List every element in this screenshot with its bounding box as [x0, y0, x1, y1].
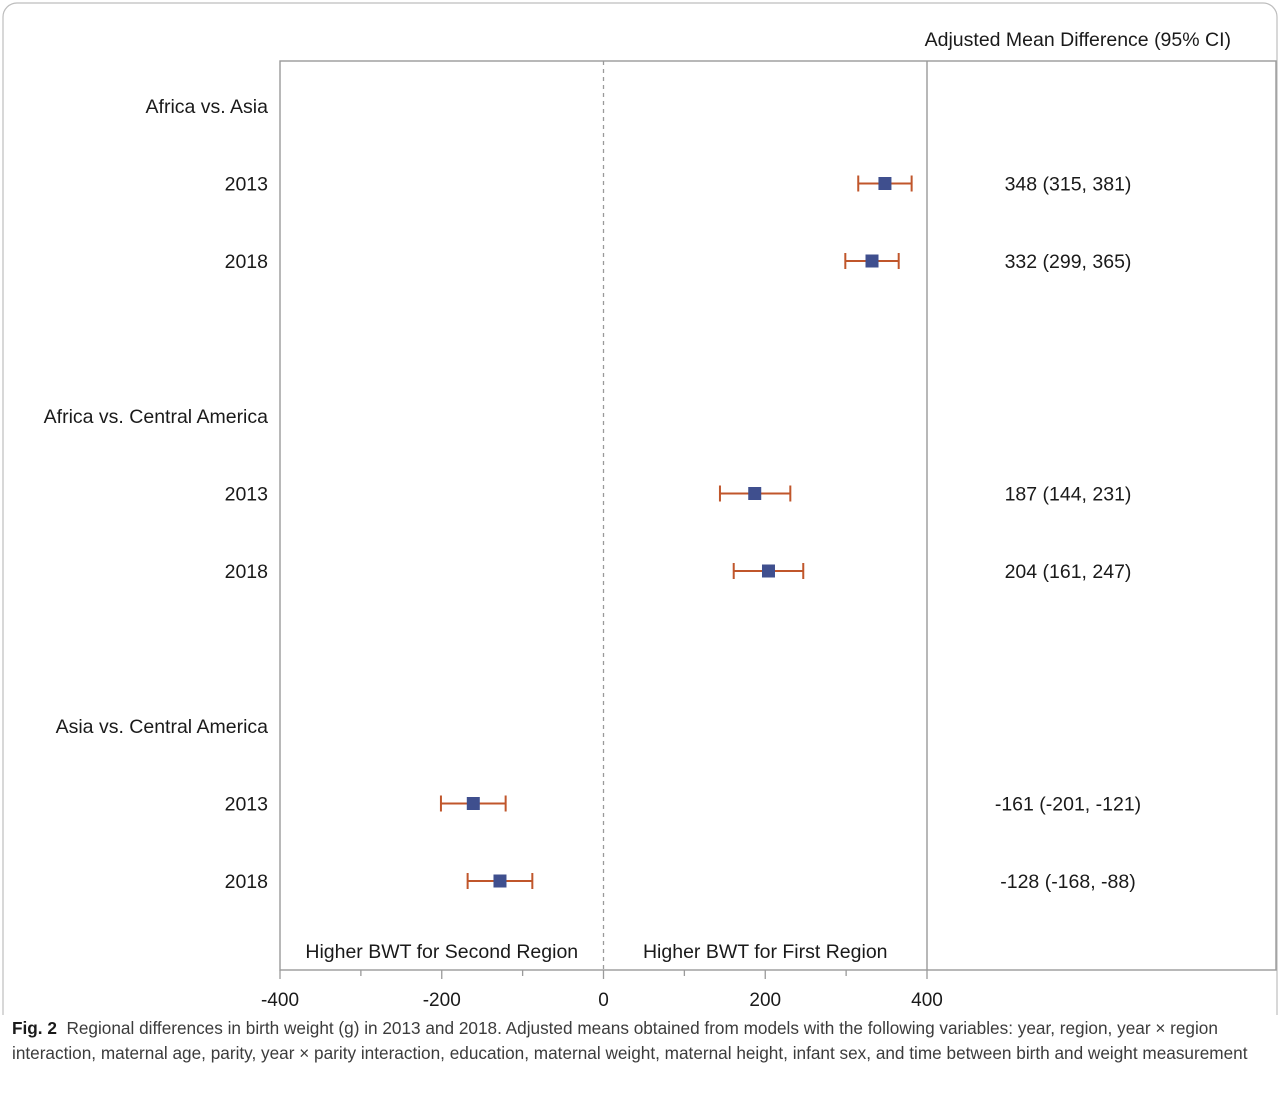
x-tick-label: -400 [261, 990, 299, 1011]
caption-text: Regional differences in birth weight (g)… [12, 1018, 1248, 1063]
x-tick-label: -200 [423, 990, 461, 1011]
right-region-label: Higher BWT for First Region [643, 941, 888, 963]
group-label: Africa vs. Asia [146, 96, 269, 118]
group-label: Asia vs. Central America [56, 716, 269, 738]
row-stat-text: 348 (315, 381) [1005, 174, 1132, 196]
x-tick-label: 200 [749, 990, 781, 1011]
x-tick-label: 400 [911, 990, 943, 1011]
group-label: Africa vs. Central America [44, 406, 268, 428]
stat-column-header: Adjusted Mean Difference (95% CI) [925, 29, 1231, 51]
row-stat-text: 332 (299, 365) [1005, 251, 1132, 273]
row-stat-text: 204 (161, 247) [1005, 561, 1132, 583]
x-tick-label: 0 [598, 990, 609, 1011]
estimate-marker [878, 177, 892, 190]
row-year-label: 2018 [225, 561, 268, 583]
left-region-label: Higher BWT for Second Region [305, 941, 578, 963]
row-stat-text: 187 (144, 231) [1005, 484, 1132, 506]
forest-plot: Adjusted Mean Difference (95% CI) -400 -20… [2, 2, 1278, 1015]
row-stat-text: -161 (-201, -121) [995, 794, 1141, 816]
estimate-marker [865, 254, 879, 268]
figure-caption: Fig. 2 Regional differences in birth wei… [12, 1016, 1274, 1066]
estimate-marker [493, 874, 507, 888]
estimate-marker [466, 797, 480, 810]
figure-label: Fig. 2 [12, 1018, 57, 1038]
row-year-label: 2013 [225, 174, 268, 196]
row-stat-text: -128 (-168, -88) [1000, 871, 1135, 893]
estimate-marker [748, 487, 762, 500]
estimate-marker [761, 564, 775, 578]
row-year-label: 2013 [225, 484, 268, 506]
plot-area-border [279, 60, 1277, 971]
row-year-label: 2013 [225, 794, 268, 816]
outer-border [2, 2, 1278, 1015]
row-year-label: 2018 [225, 251, 268, 273]
row-year-label: 2018 [225, 871, 268, 893]
